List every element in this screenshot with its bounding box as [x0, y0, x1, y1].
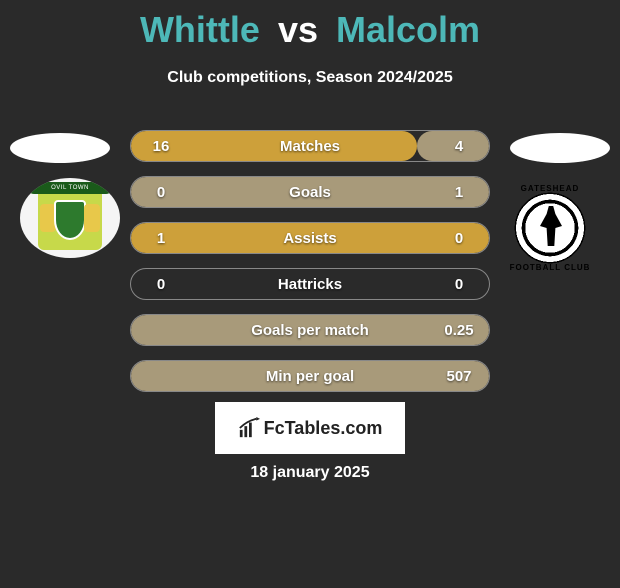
club-crest-right: GATESHEAD FOOTBALL CLUB: [500, 178, 600, 278]
gateshead-badge-icon: GATESHEAD FOOTBALL CLUB: [500, 178, 600, 278]
fctables-logo-icon: [238, 417, 260, 439]
stats-container: 16Matches40Goals11Assists00Hattricks0Goa…: [130, 130, 490, 406]
crest-bottom-text: FOOTBALL CLUB: [500, 263, 600, 272]
subtitle: Club competitions, Season 2024/2025: [0, 69, 620, 87]
stat-row: 0Goals1: [130, 176, 490, 208]
brand-box[interactable]: FcTables.com: [215, 402, 405, 454]
stat-value-right: 507: [429, 368, 489, 385]
yeovil-town-badge-icon: OVIL TOWN: [20, 178, 120, 258]
vs-text: vs: [278, 9, 318, 50]
stat-label: Goals: [191, 184, 429, 201]
stat-label: Matches: [191, 138, 429, 155]
player1-silhouette: [10, 133, 110, 163]
comparison-title: Whittle vs Malcolm: [0, 8, 620, 51]
stat-value-right: 4: [429, 138, 489, 155]
stat-value-left: 16: [131, 138, 191, 155]
stat-value-right: 0.25: [429, 322, 489, 339]
stat-row: 0Hattricks0: [130, 268, 490, 300]
player2-name: Malcolm: [336, 9, 480, 50]
stat-value-right: 1: [429, 184, 489, 201]
stat-value-left: 0: [131, 276, 191, 293]
stat-label: Hattricks: [191, 276, 429, 293]
shield-icon: [54, 200, 86, 240]
player1-name: Whittle: [140, 9, 260, 50]
stat-row: 16Matches4: [130, 130, 490, 162]
stat-label: Min per goal: [191, 368, 429, 385]
crest-ribbon-text: OVIL TOWN: [28, 182, 112, 194]
stat-label: Assists: [191, 230, 429, 247]
stat-row: 1Assists0: [130, 222, 490, 254]
stat-row: Goals per match0.25: [130, 314, 490, 346]
brand-text: FcTables.com: [264, 418, 383, 439]
club-crest-left: OVIL TOWN: [20, 178, 120, 278]
footballer-icon: [540, 206, 562, 246]
stat-value-left: 0: [131, 184, 191, 201]
stat-value-left: 1: [131, 230, 191, 247]
stat-value-right: 0: [429, 230, 489, 247]
stat-label: Goals per match: [191, 322, 429, 339]
footer-date: 18 january 2025: [0, 464, 620, 482]
lion-icon: [84, 204, 100, 232]
stat-value-right: 0: [429, 276, 489, 293]
crest-top-text: GATESHEAD: [500, 184, 600, 193]
stat-row: Min per goal507: [130, 360, 490, 392]
player2-silhouette: [510, 133, 610, 163]
